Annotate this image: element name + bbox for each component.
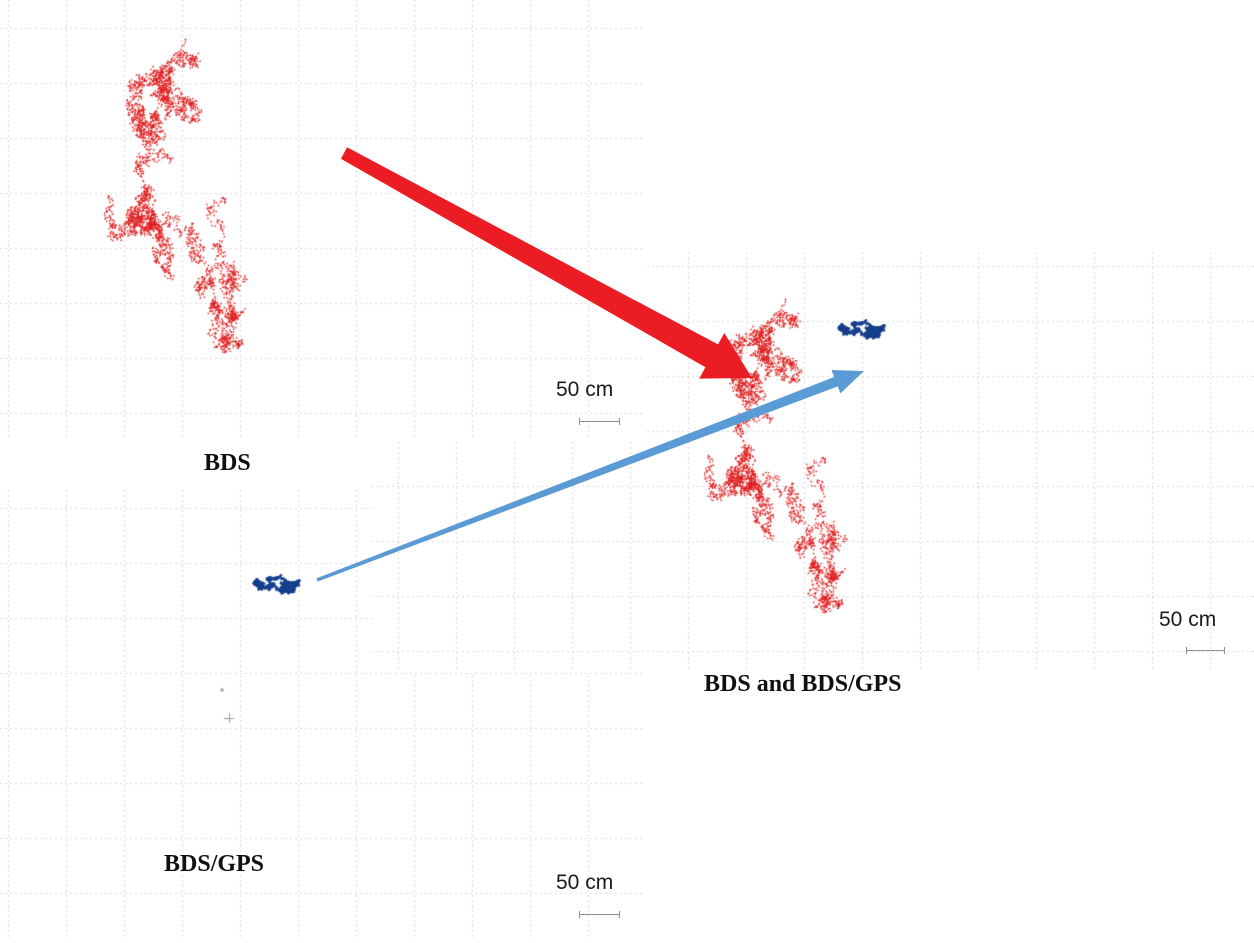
scale-bar-bds	[579, 418, 620, 425]
scale-bar-bdsgps	[579, 911, 620, 918]
bdsgps-panel-title: BDS/GPS	[164, 851, 265, 877]
scale-bar-combined	[1186, 647, 1225, 654]
bds-scatter-canvas	[0, 0, 645, 440]
scale-label-bdsgps: 50 cm	[556, 871, 614, 894]
combined-panel-title: BDS and BDS/GPS	[704, 671, 902, 697]
scale-label-bds: 50 cm	[556, 378, 614, 401]
bds-panel	[0, 0, 645, 440]
scale-label-combined: 50 cm	[1159, 608, 1217, 631]
bds-panel-title: BDS	[204, 450, 251, 476]
